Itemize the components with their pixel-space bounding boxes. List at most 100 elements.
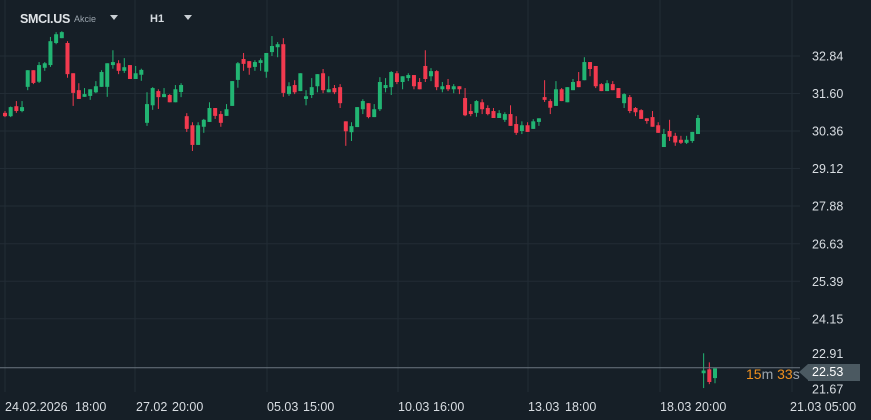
time-axis[interactable]: 24.02.2026 18:00 27.02 20:00 05.03 15:00 10.03… [5,400,856,414]
price-tick-label: 22.91 [812,347,843,361]
candle-up [42,62,47,71]
candle-body [627,97,632,112]
time-tick-label: 20:00 [695,400,726,414]
candle-body [542,97,547,100]
time-tick-label: 16:00 [433,400,464,414]
countdown-minutes-unit: m [761,366,774,382]
candle-body [446,85,451,90]
candle-down [576,72,581,88]
candle-down [218,111,223,127]
time-tick-label: 15:00 [303,400,334,414]
candle-body [82,94,87,97]
candle-body [514,124,519,133]
candle-body [105,63,110,87]
candle-body [605,83,610,92]
candle-down [76,83,81,99]
time-tick-label: 21.03 05:00 [790,400,856,414]
candle-body [247,61,252,68]
candle-body [116,63,121,71]
time-tick-label: 18:00 [565,400,596,414]
candle-down [434,70,439,91]
candle-up [474,100,479,117]
price-axis[interactable]: 32.84 31.60 30.36 29.12 27.88 26.63 25.39 24.15… [812,50,843,397]
caret-down-icon[interactable] [110,15,119,20]
candle-body [190,125,195,145]
candle-up [54,32,59,45]
candle-down [366,103,371,119]
candle-down [71,73,76,106]
candle-body [258,60,263,63]
candle-body [275,44,280,48]
candle-up [93,81,98,94]
candle-up [258,58,263,71]
candle-down [667,119,672,141]
candle-down [247,61,252,75]
candle-down [332,85,337,95]
candle-down [525,122,530,132]
candle-up [377,77,382,112]
candle-body [701,370,706,374]
candle-up [139,68,144,81]
candle-body [553,89,558,106]
candle-up [502,112,507,122]
candle-body [326,89,331,93]
candle-body [321,73,326,91]
candle-down [241,52,246,71]
candle-down [707,362,712,385]
candle-body [372,109,377,118]
candle-up [122,58,127,73]
candle-body [196,125,201,145]
candle-body [485,108,490,115]
candle-down [14,101,19,113]
candle-down [588,62,593,77]
candle-body [54,34,59,43]
candle-up [684,135,689,145]
candle-body [474,101,479,113]
candle-body [235,63,240,80]
candle-down [167,94,172,103]
candle-body [480,102,485,110]
candle-up [622,93,627,109]
candle-body [213,108,218,116]
candle-up [690,131,695,143]
candle-body [548,101,553,108]
candle-body [417,82,422,90]
candle-up [372,104,377,118]
candle-down [633,107,638,117]
candle-body [639,110,644,119]
candle-body [411,75,416,87]
candle-down [116,60,121,75]
candle-body [139,69,144,75]
candle-body [287,86,291,95]
timeframe-selector[interactable]: H1 [150,11,193,27]
price-tick-label: 31.60 [812,87,843,101]
candle-body [292,85,297,93]
caret-down-icon[interactable] [184,15,193,20]
candle-up [8,106,13,118]
candle-body [349,126,354,133]
candle-up [269,36,274,56]
candle-body [264,52,269,72]
candle-body [588,62,593,70]
price-tick-label: 27.88 [812,200,843,214]
candle-body [76,90,81,99]
candle-up [25,70,30,91]
candle-up [406,73,411,82]
candle-body [622,94,627,104]
candle-up [582,57,587,81]
time-tick-label: 13.03 [528,400,559,414]
candle-up [349,122,354,141]
candle-down [610,81,615,91]
candle-body [162,94,167,98]
candle-countdown: 15m 33s [746,366,800,382]
grid [0,0,800,392]
candle-down [514,116,519,135]
candle-body [184,116,189,129]
candle-body [59,32,64,39]
symbol-selector[interactable]: SMCI.US Akcie [20,11,119,27]
candle-up [99,70,104,87]
candle-body [224,109,229,116]
candle-body [201,119,206,127]
candle-body [678,139,683,143]
